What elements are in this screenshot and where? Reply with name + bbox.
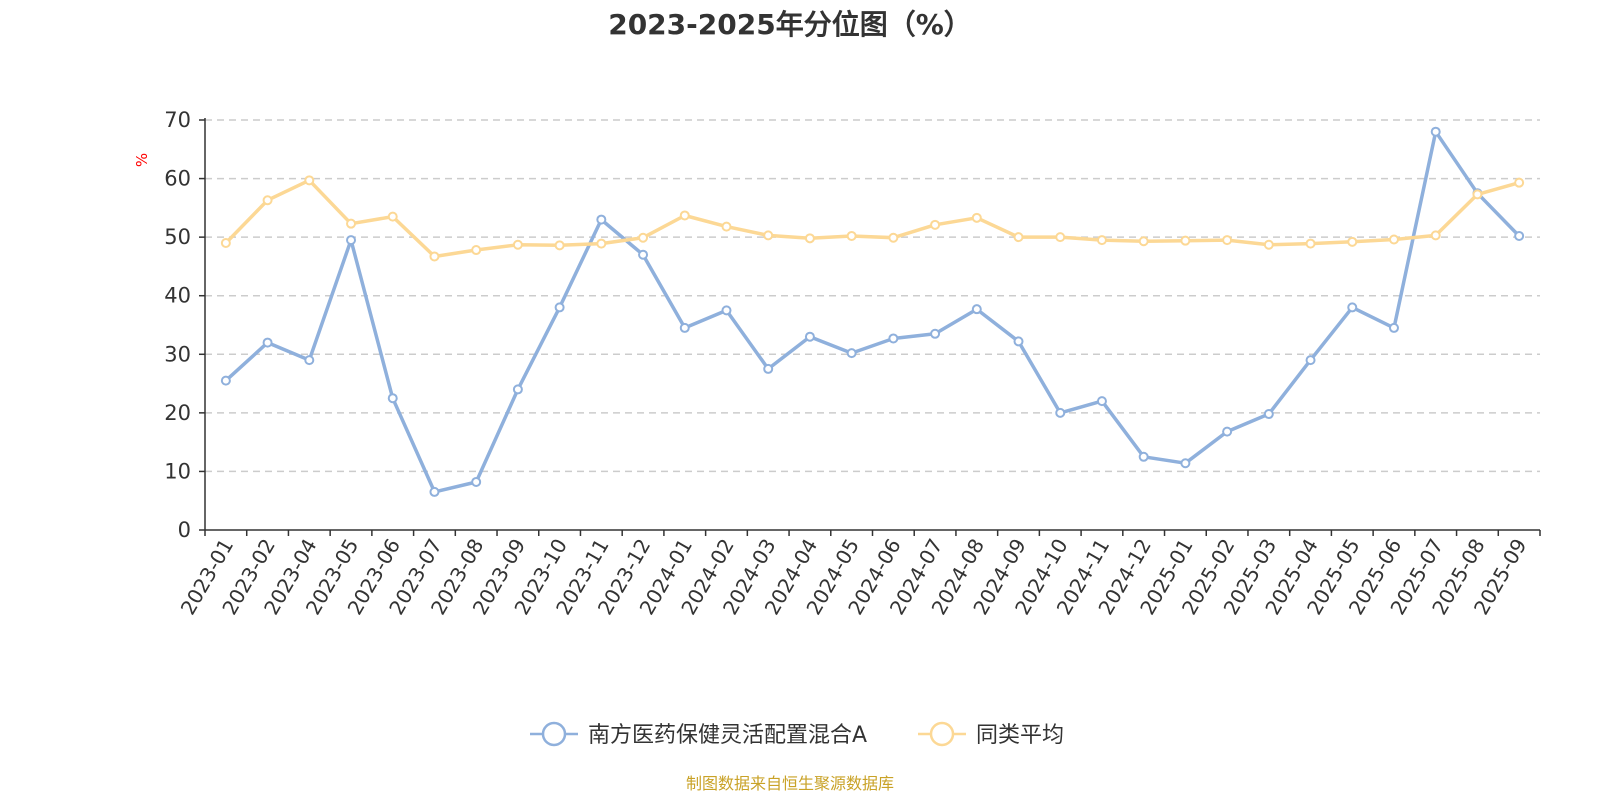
legend-label: 南方医药保健灵活配置混合A <box>588 723 867 748</box>
series-fund <box>220 126 1525 497</box>
data-point[interactable] <box>1096 396 1107 407</box>
data-point[interactable] <box>346 235 357 246</box>
axes <box>199 118 1541 536</box>
y-tick-label: 20 <box>164 401 191 425</box>
data-point[interactable] <box>1096 235 1107 246</box>
legend-label: 同类平均 <box>976 723 1064 748</box>
data-point[interactable] <box>220 375 231 386</box>
data-point[interactable] <box>971 304 982 315</box>
legend-marker-icon <box>929 721 955 747</box>
data-point[interactable] <box>1263 239 1274 250</box>
y-axis-label: % <box>133 153 151 167</box>
data-point[interactable] <box>721 221 732 232</box>
data-point[interactable] <box>638 249 649 260</box>
data-point[interactable] <box>1222 426 1233 437</box>
data-point[interactable] <box>1347 302 1358 313</box>
data-point[interactable] <box>1138 236 1149 247</box>
data-point[interactable] <box>1514 177 1525 188</box>
data-point[interactable] <box>1138 451 1149 462</box>
data-point[interactable] <box>596 238 607 249</box>
data-point[interactable] <box>220 238 231 248</box>
data-point[interactable] <box>679 210 690 221</box>
y-tick-label: 10 <box>164 459 191 483</box>
data-point[interactable] <box>804 331 815 342</box>
data-point[interactable] <box>512 239 523 250</box>
data-point[interactable] <box>554 302 565 313</box>
data-point[interactable] <box>1180 458 1191 469</box>
data-point[interactable] <box>1055 232 1066 243</box>
data-point[interactable] <box>304 355 315 366</box>
data-point[interactable] <box>1180 235 1191 246</box>
y-tick-label: 60 <box>164 167 191 191</box>
data-point[interactable] <box>554 240 565 251</box>
data-point[interactable] <box>1388 322 1399 333</box>
y-tick-labels: 0 10 20 30 40 50 60 70 <box>164 108 191 542</box>
legend-item-category-average[interactable]: 同类平均 <box>918 721 1064 748</box>
legend-marker-icon <box>541 721 567 747</box>
data-point[interactable] <box>930 219 941 230</box>
data-point[interactable] <box>1013 336 1024 347</box>
data-point[interactable] <box>1305 238 1316 249</box>
data-point[interactable] <box>1514 230 1525 241</box>
data-point[interactable] <box>1430 126 1441 137</box>
data-point[interactable] <box>1013 232 1024 243</box>
data-point[interactable] <box>387 393 398 404</box>
data-point[interactable] <box>1472 189 1483 200</box>
series-line <box>224 178 1520 259</box>
data-point[interactable] <box>846 348 857 359</box>
data-point[interactable] <box>763 230 774 241</box>
data-point[interactable] <box>512 384 523 395</box>
data-point[interactable] <box>304 175 315 186</box>
data-point[interactable] <box>846 230 857 241</box>
data-point[interactable] <box>1388 234 1399 245</box>
data-point[interactable] <box>596 214 607 225</box>
y-tick-label: 0 <box>178 518 191 542</box>
data-point[interactable] <box>804 233 815 244</box>
data-point[interactable] <box>387 211 398 222</box>
source-note: 制图数据来自恒生聚源数据库 <box>686 774 894 793</box>
gridlines <box>205 119 1540 473</box>
data-point[interactable] <box>1347 236 1358 247</box>
y-tick-label: 50 <box>164 225 191 249</box>
legend-item-fund[interactable]: 南方医药保健灵活配置混合A <box>530 721 867 748</box>
data-point[interactable] <box>1430 230 1441 241</box>
y-tick-label: 40 <box>164 284 191 308</box>
data-point[interactable] <box>1222 235 1233 246</box>
chart-title: 2023-2025年分位图（%） <box>608 8 972 41</box>
data-point[interactable] <box>888 232 899 243</box>
series <box>220 126 1525 497</box>
data-point[interactable] <box>679 322 690 333</box>
data-point[interactable] <box>721 305 732 316</box>
series-category-average <box>220 175 1525 262</box>
data-point[interactable] <box>930 328 941 339</box>
legend[interactable]: 南方医药保健灵活配置混合A 同类平均 <box>530 721 1064 748</box>
data-point[interactable] <box>1305 355 1316 366</box>
data-point[interactable] <box>971 212 982 223</box>
y-tick-label: 70 <box>164 108 191 132</box>
data-point[interactable] <box>763 363 774 374</box>
data-point[interactable] <box>429 251 440 262</box>
data-point[interactable] <box>471 245 482 256</box>
data-point[interactable] <box>346 218 357 229</box>
data-point[interactable] <box>429 486 440 497</box>
y-tick-label: 30 <box>164 342 191 366</box>
data-point[interactable] <box>888 333 899 344</box>
data-point[interactable] <box>471 476 482 487</box>
data-point[interactable] <box>1055 407 1066 418</box>
x-tick-labels: 2023-012023-022023-042023-052023-062023-… <box>176 535 1532 619</box>
data-point[interactable] <box>1263 409 1274 420</box>
data-point[interactable] <box>262 337 273 348</box>
series-line <box>224 129 1521 494</box>
data-point[interactable] <box>262 195 273 206</box>
data-point[interactable] <box>638 232 649 243</box>
